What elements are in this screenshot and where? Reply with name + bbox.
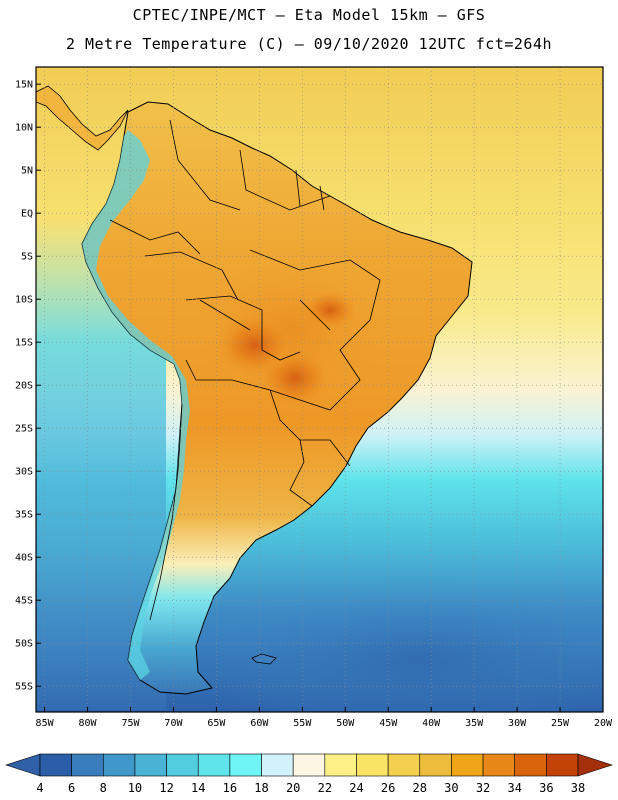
lat-tick-label: 35S: [15, 510, 33, 521]
lon-tick-label: 65W: [207, 718, 226, 729]
colorbar-bin: [451, 753, 484, 777]
border-peru-brazil: [144, 251, 239, 301]
colorbar-bin: [134, 753, 167, 777]
colorbar-label: 32: [476, 781, 490, 795]
colorbar-label: 6: [68, 781, 75, 795]
hot-core-central-brazil: [302, 290, 358, 330]
colorbar-bin: [356, 753, 389, 777]
border-chile-argentina: [149, 403, 183, 621]
colorbar-label: 16: [223, 781, 237, 795]
colorbar-bin: [229, 753, 262, 777]
border-paraguay: [269, 389, 305, 463]
colorbar-over-arrow: [577, 753, 613, 777]
colorbar-bin: [546, 753, 579, 777]
colorbar-bin: [261, 753, 294, 777]
andes-cold-strip: [82, 130, 190, 680]
lon-tick-label: 70W: [164, 718, 183, 729]
lat-tick-label: 30S: [15, 467, 33, 478]
lon-tick-label: 40W: [422, 718, 441, 729]
colorbar-label: 30: [444, 781, 458, 795]
border-colombia-venezuela: [169, 119, 241, 211]
border-guianas: [295, 169, 325, 211]
colorbar-label: 26: [381, 781, 395, 795]
brazil-state-borders: [249, 249, 381, 411]
lon-tick-label: 20W: [594, 718, 613, 729]
lon-tick-label: 80W: [79, 718, 98, 729]
colorbar-label: 24: [349, 781, 363, 795]
lon-tick-label: 25W: [551, 718, 570, 729]
interior-state-borders: [199, 299, 331, 331]
lon-tick-label: 85W: [36, 718, 55, 729]
colorbar-label: 18: [254, 781, 268, 795]
lat-tick-label: 15S: [15, 338, 33, 349]
colorbar-bin: [324, 753, 357, 777]
lon-tick-label: 60W: [250, 718, 269, 729]
falkland-islands: [251, 653, 277, 665]
lon-tick-label: 35W: [465, 718, 484, 729]
colorbar-bin: [102, 753, 136, 777]
lon-tick-label: 50W: [336, 718, 355, 729]
hot-core-paraguay: [259, 348, 331, 408]
colorbar-label: 22: [318, 781, 332, 795]
border-uruguay: [289, 461, 313, 507]
colorbar-label: 12: [159, 781, 173, 795]
colorbar-label: 10: [128, 781, 142, 795]
colorbar-bin: [514, 753, 547, 777]
lon-tick-label: 55W: [293, 718, 312, 729]
southern-ocean-cool-patch: [190, 580, 603, 712]
colorbar-bin: [292, 753, 326, 777]
map-frame: [35, 66, 604, 713]
colorbar-bin: [419, 753, 452, 777]
lat-tick-label: 10N: [15, 123, 33, 134]
border-brazil-uruguay: [300, 439, 351, 467]
colorbar-label: 20: [286, 781, 300, 795]
map-gridlines: [36, 67, 603, 712]
central-america-landmass: [36, 85, 129, 151]
colorbar-bin: [197, 753, 231, 777]
lat-tick-label: 45S: [15, 596, 33, 607]
map-title-variable: 2 Metre Temperature (C) – 09/10/2020 12U…: [65, 35, 553, 53]
lat-tick-label: 5S: [21, 252, 33, 263]
colorbar-bin: [482, 753, 516, 777]
colorbar-label: 14: [191, 781, 205, 795]
colorbar-label: 8: [100, 781, 107, 795]
country-borders: [109, 119, 381, 621]
latitude-labels: 15N 10N 5N EQ 5S 10S 15S 20S 25S 30S 35S 40S 45S 50S 5…: [15, 80, 41, 693]
lat-tick-label: 20S: [15, 381, 33, 392]
colorbar-label: 28: [413, 781, 427, 795]
temperature-colorbar: 4 6 8 10 12 14 16 18 20 22 24 26 28 30 32 34 36 38: [5, 753, 613, 795]
lon-tick-label: 75W: [121, 718, 140, 729]
colorbar-bin: [166, 753, 199, 777]
lat-tick-label: 5N: [21, 166, 33, 177]
lon-tick-label: 45W: [379, 718, 398, 729]
lat-tick-label: 25S: [15, 424, 33, 435]
border-ecuador-peru: [109, 219, 201, 255]
colorbar-bin: [71, 753, 104, 777]
colorbar-under-arrow: [5, 753, 41, 777]
lon-tick-label: 30W: [508, 718, 527, 729]
border-bolivia-argentina: [185, 359, 301, 401]
border-venezuela-brazil: [239, 149, 331, 211]
colorbar-label: 36: [539, 781, 553, 795]
lat-tick-label: 10S: [15, 295, 33, 306]
lat-tick-label: EQ: [21, 209, 33, 220]
map-title-source: CPTEC/INPE/MCT – Eta Model 15km – GFS: [132, 6, 486, 24]
colorbar-label: 34: [507, 781, 521, 795]
lat-tick-label: 40S: [15, 553, 33, 564]
colorbar-label: 4: [36, 781, 43, 795]
lat-tick-label: 15N: [15, 80, 33, 91]
lat-tick-label: 55S: [15, 682, 33, 693]
border-bolivia-brazil: [185, 295, 301, 361]
colorbar-bin: [39, 753, 72, 777]
colorbar-bin: [387, 753, 421, 777]
colorbar-label: 38: [571, 781, 585, 795]
lat-tick-label: 50S: [15, 639, 33, 650]
longitude-labels: 85W 80W 75W 70W 65W 60W 55W 50W 45W 40W 35W 30W 25W 2…: [36, 707, 613, 729]
